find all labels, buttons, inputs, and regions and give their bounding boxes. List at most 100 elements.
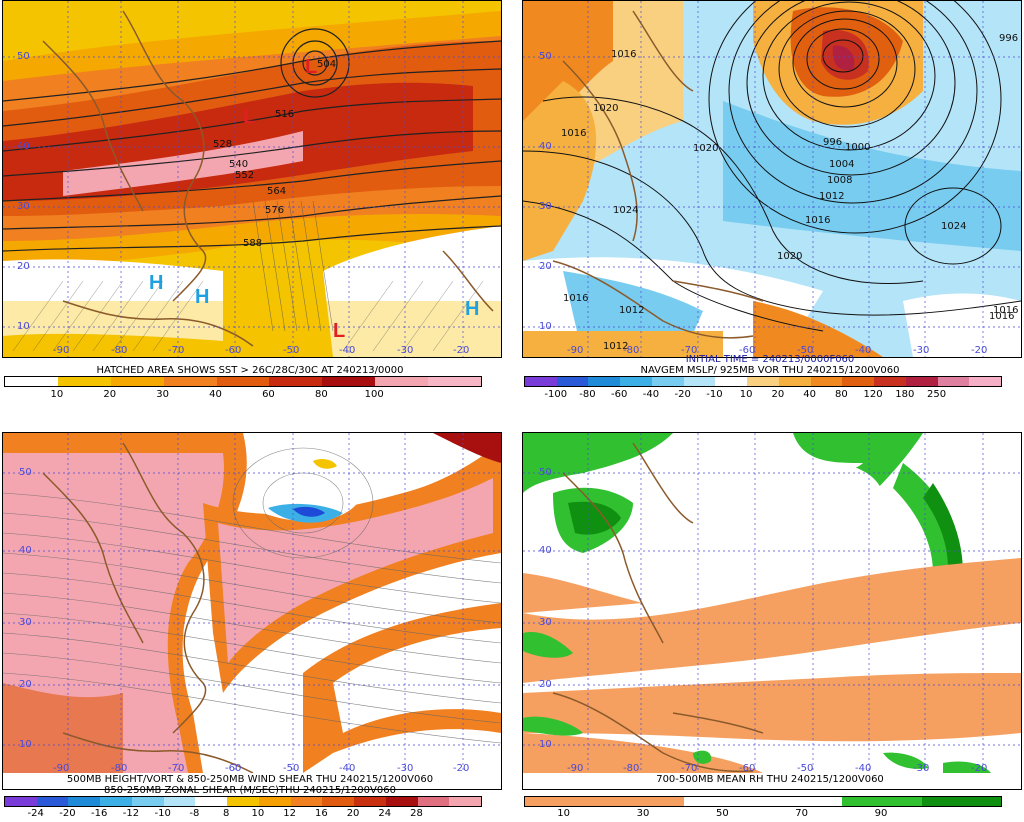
lat-label: 20 bbox=[539, 261, 552, 272]
colorbar-swatch bbox=[525, 377, 557, 386]
lon-label: -70 bbox=[681, 763, 697, 773]
colorbar-tick-label: -12 bbox=[122, 808, 140, 819]
colorbar-tick-label: 80 bbox=[314, 389, 328, 400]
colorbar-swatch bbox=[683, 377, 716, 386]
colorbar-tick-label: -20 bbox=[674, 389, 691, 400]
lat-label: 40 bbox=[539, 141, 552, 152]
colorbar-tick-label: -100 bbox=[544, 389, 568, 400]
isobar-label: 1012 bbox=[619, 305, 644, 316]
caption: 850-250MB ZONAL SHEAR (M/SEC)THU 240215/… bbox=[104, 785, 396, 796]
isobar-label: 1024 bbox=[941, 221, 966, 232]
colorbar-swatch bbox=[810, 377, 843, 386]
colorbar-swatch bbox=[195, 797, 228, 806]
colorbar-tick-label: 120 bbox=[863, 389, 883, 400]
colorbar-tick-label: 20 bbox=[771, 389, 785, 400]
colorbar-tick-label: 60 bbox=[262, 389, 275, 400]
lat-label: 50 bbox=[539, 51, 552, 62]
lon-label: -40 bbox=[339, 763, 355, 773]
contour-label: 516 bbox=[275, 109, 294, 120]
high-pressure-marker: H bbox=[195, 286, 209, 308]
caption: HATCHED AREA SHOWS SST > 26C/28C/30C AT … bbox=[96, 365, 404, 376]
lon-label: -60 bbox=[225, 345, 241, 356]
contour-label: 588 bbox=[243, 238, 262, 249]
colorbar-ticks: 10 20 30 40 60 80 100 bbox=[4, 389, 480, 401]
isobar-label: 1016 bbox=[611, 49, 636, 60]
colorbar-swatch bbox=[385, 797, 418, 806]
panel-500mb-height-sst: 50 40 30 20 10 -90 -80 -70 -60 -50 -40 -… bbox=[0, 0, 502, 400]
colorbar-swatch bbox=[683, 797, 763, 806]
colorbar-tick-label: 180 bbox=[895, 389, 915, 400]
colorbar-tick-label: 30 bbox=[636, 808, 650, 819]
colorbar-tick-label: -20 bbox=[59, 808, 76, 819]
colorbar-ticks: -100 -80 -60 -40 -20 -10 10 20 40 80 120 180 250 bbox=[524, 389, 1000, 401]
lon-label: -30 bbox=[397, 345, 413, 356]
colorbar-swatch bbox=[874, 377, 906, 386]
colorbar-tick-label: -60 bbox=[611, 389, 628, 400]
lon-label: -40 bbox=[855, 345, 871, 356]
lon-label: -30 bbox=[397, 763, 413, 773]
colorbar-swatch bbox=[100, 797, 132, 806]
isobar-label: 1016 bbox=[561, 128, 586, 139]
colorbar-swatch bbox=[747, 377, 779, 386]
colorbar-swatch bbox=[969, 377, 1002, 386]
colorbar-swatch bbox=[428, 377, 482, 386]
colorbar-tick-label: 30 bbox=[156, 389, 170, 400]
isobar-label: 1020 bbox=[693, 143, 718, 154]
lat-label: 20 bbox=[19, 679, 32, 690]
caption: 700-500MB MEAN RH THU 240215/1200V060 bbox=[656, 774, 884, 785]
caption: NAVGEM MSLP/ 925MB VOR THU 240215/1200V0… bbox=[640, 365, 900, 376]
colorbar-ticks: 10 30 50 70 90 bbox=[524, 808, 1000, 820]
isobar-label: 1016 bbox=[805, 215, 830, 226]
contour-label: 504 bbox=[317, 59, 336, 70]
colorbar bbox=[524, 376, 1002, 387]
lon-label: -80 bbox=[623, 345, 639, 356]
colorbar-tick-label: -16 bbox=[91, 808, 108, 819]
lat-label: 30 bbox=[17, 201, 30, 212]
colorbar-swatch bbox=[290, 797, 323, 806]
colorbar-swatch bbox=[588, 377, 621, 386]
colorbar-tick-label: 50 bbox=[715, 808, 729, 819]
lon-label: -60 bbox=[739, 763, 755, 773]
colorbar-tick-label: 10 bbox=[50, 389, 64, 400]
isobar-label: 1016 bbox=[989, 311, 1014, 322]
map-mslp-vorticity: 50 40 30 20 10 -90 -80 -70 -60 -50 -40 -… bbox=[522, 0, 1022, 358]
lat-label: 20 bbox=[17, 261, 30, 272]
high-pressure-marker: H bbox=[465, 298, 479, 320]
isobar-label: 1000 bbox=[845, 142, 870, 153]
lat-label: 40 bbox=[19, 545, 32, 556]
colorbar-tick-label: -80 bbox=[579, 389, 596, 400]
colorbar-swatch bbox=[322, 377, 376, 386]
lat-label: 20 bbox=[539, 679, 552, 690]
contour-label: 528 bbox=[213, 139, 232, 150]
map-500mb-height-svg: 50 40 30 20 10 -90 -80 -70 -60 -50 -40 -… bbox=[3, 1, 501, 357]
contour-label: 576 bbox=[265, 205, 284, 216]
colorbar bbox=[4, 796, 482, 807]
caption-overlay: 500MB HEIGHT/VORT & 850-250MB WIND SHEAR… bbox=[66, 774, 434, 785]
colorbar-swatch bbox=[131, 797, 164, 806]
colorbar-tick-label: 20 bbox=[103, 389, 117, 400]
lon-label: -90 bbox=[53, 763, 69, 773]
contour-label: 552 bbox=[235, 170, 254, 181]
colorbar-tick-label: -10 bbox=[154, 808, 171, 819]
colorbar-tick-label: 80 bbox=[834, 389, 848, 400]
colorbar-swatch bbox=[449, 797, 482, 806]
lon-label: -30 bbox=[913, 763, 929, 773]
isobar-label: 1020 bbox=[593, 103, 618, 114]
colorbar-swatch bbox=[354, 797, 386, 806]
contour-label: 564 bbox=[267, 186, 286, 197]
colorbar-swatch bbox=[5, 797, 37, 806]
colorbar-swatch bbox=[258, 797, 291, 806]
isobar-label: 1016 bbox=[993, 305, 1018, 316]
panel-mean-rh: 50 40 30 20 10 -90 -80 -70 -60 -50 -40 -… bbox=[520, 432, 1022, 822]
lon-label: -60 bbox=[225, 763, 241, 773]
lon-label: -50 bbox=[797, 345, 813, 356]
colorbar-swatch bbox=[762, 797, 843, 806]
colorbar-tick-label: 20 bbox=[346, 808, 360, 819]
colorbar-swatch bbox=[525, 797, 605, 806]
isobar-label: 1012 bbox=[603, 341, 628, 352]
lon-label: -90 bbox=[53, 345, 69, 356]
colorbar-tick-label: -40 bbox=[642, 389, 660, 400]
map-mean-rh: 50 40 30 20 10 -90 -80 -70 -60 -50 -40 -… bbox=[522, 432, 1022, 790]
lon-label: -70 bbox=[168, 345, 184, 356]
panel-wind-shear: 50 40 30 20 10 -90 -80 -70 -60 -50 -40 -… bbox=[0, 432, 502, 822]
